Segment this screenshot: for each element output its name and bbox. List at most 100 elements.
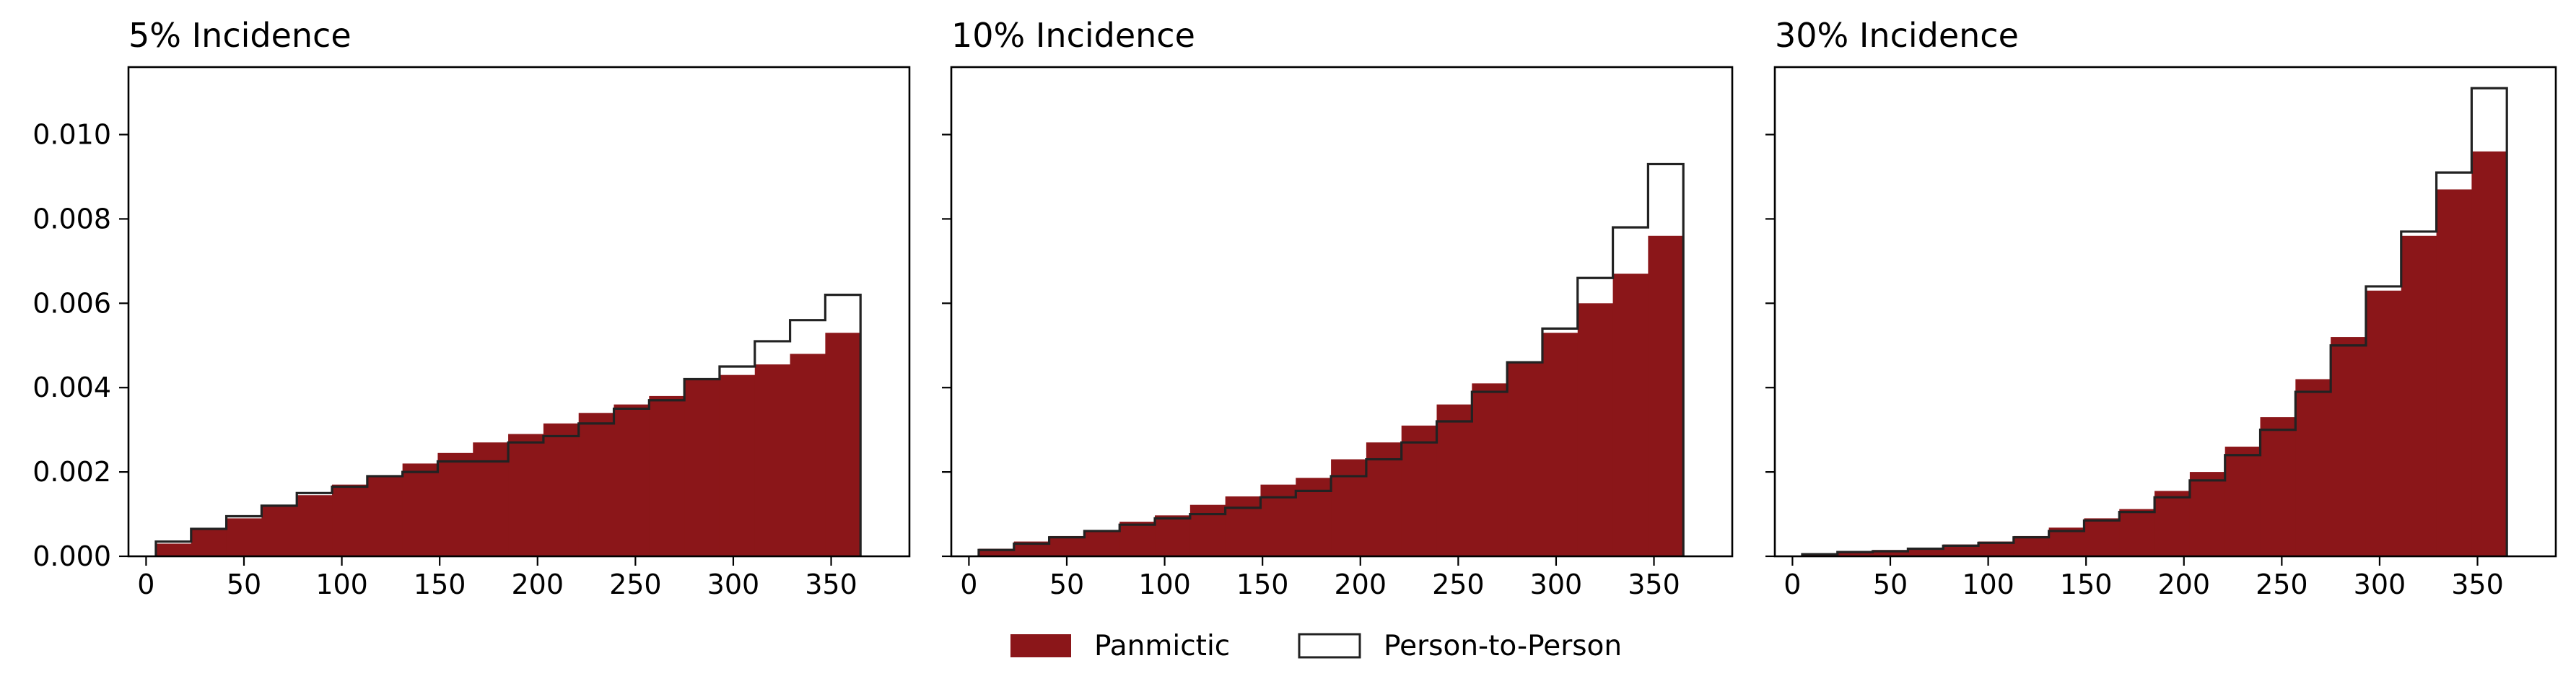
- bar-panmictic: [649, 395, 685, 556]
- x-tick-label: 150: [2060, 569, 2113, 600]
- bar-panmictic: [2331, 337, 2367, 556]
- x-tick-label: 50: [227, 569, 261, 600]
- bar-panmictic: [719, 374, 756, 556]
- bar-panmictic: [825, 333, 861, 556]
- bar-panmictic: [2260, 417, 2296, 556]
- bar-panmictic: [1612, 273, 1649, 556]
- x-tick-label: 350: [1628, 569, 1680, 600]
- bar-panmictic: [1908, 548, 1944, 556]
- bar-panmictic: [2084, 518, 2120, 556]
- y-tick-label: 0.004: [32, 372, 111, 403]
- bar-panmictic: [226, 518, 263, 556]
- bar-panmictic: [332, 484, 368, 556]
- bar-panmictic: [473, 442, 509, 556]
- bar-panmictic: [1943, 544, 1979, 556]
- bar-panmictic: [261, 505, 297, 556]
- x-tick-label: 350: [2451, 569, 2504, 600]
- bar-panmictic: [2436, 189, 2472, 556]
- bar-panmictic: [402, 463, 439, 556]
- step-outline-person-to-person: [1801, 87, 2508, 556]
- bar-panmictic: [155, 543, 192, 556]
- panel-title: 10% Incidence: [951, 16, 1195, 55]
- bar-panmictic: [1366, 442, 1402, 556]
- bar-panmictic: [2471, 151, 2507, 556]
- bar-panmictic: [1978, 541, 2014, 556]
- bar-panmictic: [578, 413, 615, 556]
- x-tick-label: 50: [1873, 569, 1908, 600]
- bar-panmictic: [754, 364, 791, 556]
- bar-panmictic: [2013, 535, 2050, 556]
- bar-panmictic: [1013, 541, 1050, 556]
- bar-panmictic: [2119, 509, 2155, 556]
- bar-panmictic: [1189, 504, 1226, 556]
- x-tick-label: 300: [2354, 569, 2406, 600]
- bar-panmictic: [1872, 550, 1909, 556]
- bar-panmictic: [1472, 383, 1508, 556]
- bar-panmictic: [1155, 515, 1191, 556]
- bar-panmictic: [437, 452, 473, 556]
- x-tick-label: 200: [2157, 569, 2210, 600]
- x-tick-label: 250: [1432, 569, 1485, 600]
- axes-frame: [127, 66, 911, 558]
- x-tick-label: 200: [1334, 569, 1387, 600]
- step-outline-person-to-person: [154, 294, 862, 556]
- x-tick-label: 300: [707, 569, 760, 600]
- bar-panmictic: [2401, 235, 2437, 556]
- x-tick-label: 350: [805, 569, 857, 600]
- bar-panmictic: [2224, 447, 2261, 556]
- bar-panmictic: [2048, 527, 2085, 556]
- bar-panmictic: [1260, 484, 1296, 556]
- bar-panmictic: [1084, 530, 1120, 556]
- bar-panmictic: [2154, 491, 2191, 556]
- x-tick-label: 0: [960, 569, 977, 600]
- y-tick-label: 0.002: [32, 456, 111, 488]
- bar-panmictic: [367, 475, 403, 556]
- x-tick-label: 200: [511, 569, 564, 600]
- x-tick-label: 0: [137, 569, 154, 600]
- bar-panmictic: [508, 434, 544, 556]
- bar-panmictic: [1436, 404, 1472, 556]
- x-tick-label: 100: [315, 569, 368, 600]
- x-tick-label: 100: [1138, 569, 1191, 600]
- legend-label-1: Panmictic: [1094, 630, 1230, 662]
- bar-panmictic: [191, 529, 227, 556]
- x-tick-label: 300: [1530, 569, 1583, 600]
- panel-2: 0 50 100 150 200 250 300 350 10% Incidence: [942, 16, 1734, 600]
- legend-label-2: Person-to-Person: [1384, 630, 1622, 662]
- legend: Panmictic Person-to-Person: [1010, 630, 1622, 662]
- bar-panmictic: [2295, 379, 2331, 556]
- axes-frame: [1773, 66, 2557, 558]
- x-tick-label: 50: [1049, 569, 1084, 600]
- bar-panmictic: [1296, 478, 1332, 556]
- bar-panmictic: [1401, 425, 1438, 556]
- bar-panmictic: [543, 423, 580, 556]
- y-tick-label: 0.006: [32, 287, 111, 319]
- bar-panmictic: [684, 379, 720, 556]
- bar-panmictic: [1119, 522, 1156, 556]
- x-tick-label: 150: [414, 569, 466, 600]
- panel-1: 0 50 100 150 200 250 300 350 0.000 0.002 0.004 0.00…: [32, 16, 911, 600]
- bar-panmictic: [790, 354, 826, 556]
- bar-panmictic: [1049, 535, 1086, 556]
- panel-3: 0 50 100 150 200 250 300 350 30% Incidence: [1765, 16, 2557, 600]
- panel-title: 5% Incidence: [128, 16, 352, 55]
- bar-panmictic: [1331, 459, 1367, 556]
- axes-frame: [950, 66, 1734, 558]
- y-tick-label: 0.010: [32, 119, 111, 151]
- bar-panmictic: [1648, 235, 1684, 556]
- bar-panmictic: [1577, 303, 1614, 556]
- bar-panmictic: [1225, 496, 1262, 556]
- panel-title: 30% Incidence: [1775, 16, 2019, 55]
- bar-panmictic: [1507, 362, 1543, 556]
- bar-panmictic: [297, 495, 333, 556]
- bar-panmictic: [1542, 333, 1579, 556]
- bar-panmictic: [978, 548, 1015, 556]
- bar-panmictic: [2365, 290, 2402, 556]
- y-tick-label: 0.008: [32, 203, 111, 234]
- y-tick-label: 0.000: [32, 540, 111, 572]
- x-tick-label: 0: [1783, 569, 1801, 600]
- step-outline-person-to-person: [977, 162, 1685, 556]
- bar-panmictic: [2189, 472, 2226, 556]
- x-tick-label: 100: [1962, 569, 2014, 600]
